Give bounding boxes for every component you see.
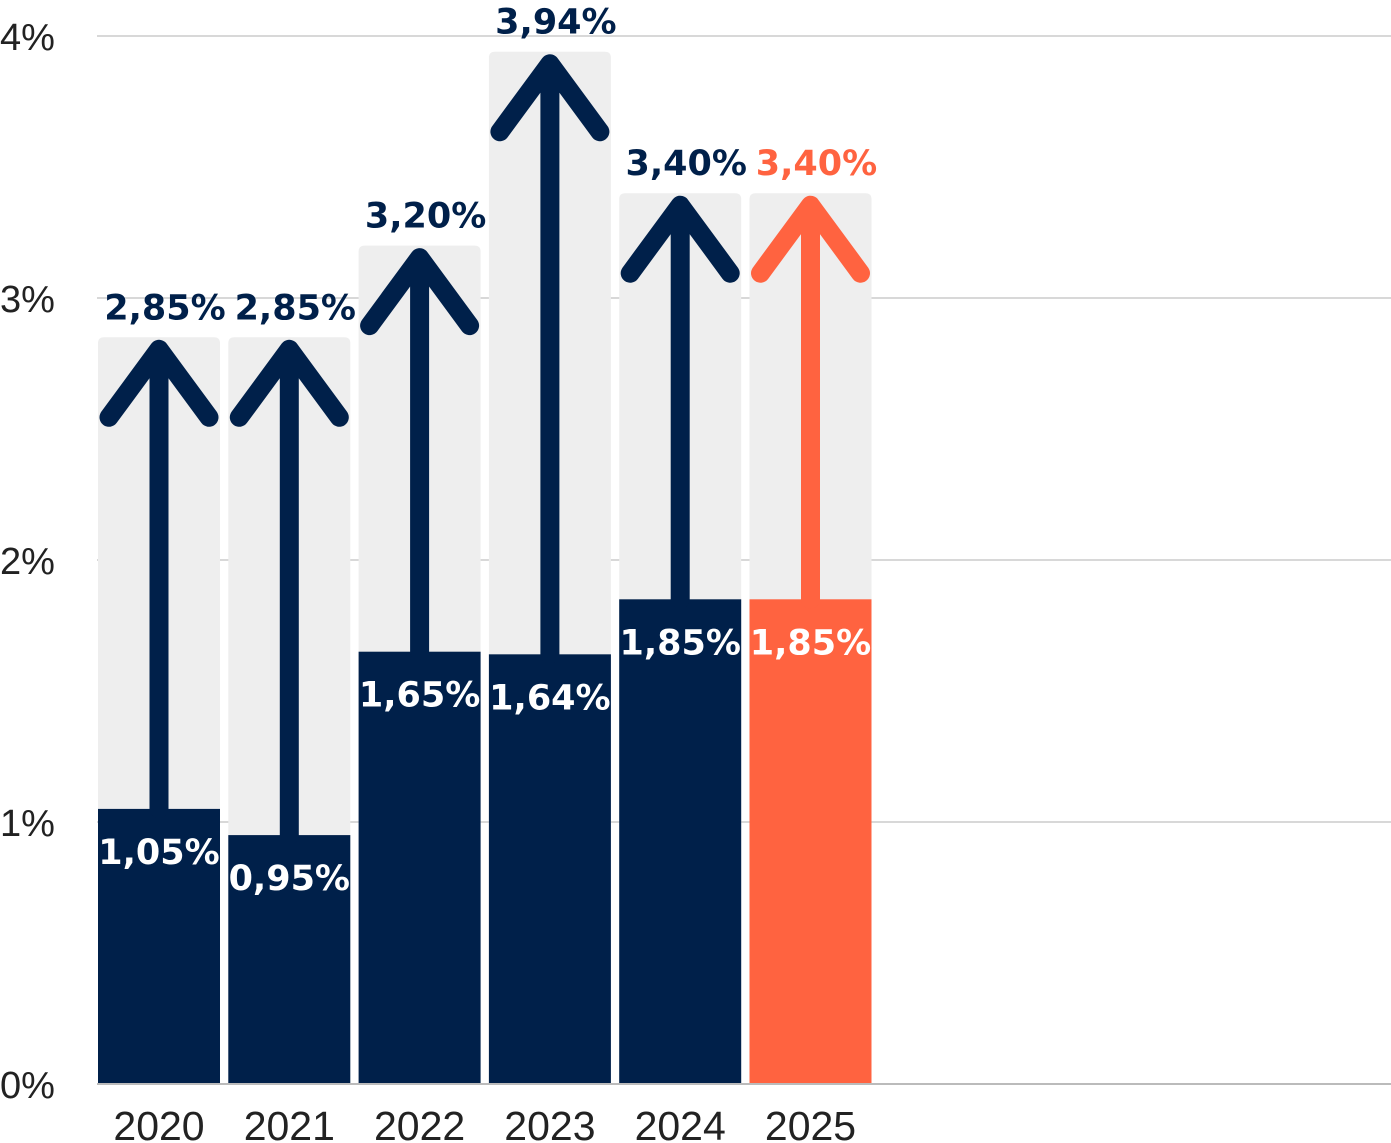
arrow-up-icon bbox=[229, 339, 349, 845]
high-value-label: 2,85% bbox=[104, 288, 225, 328]
high-value-label: 3,40% bbox=[625, 144, 746, 184]
y-tick-label: 0% bbox=[0, 1065, 55, 1107]
value-bar bbox=[619, 599, 742, 1084]
high-value-label: 2,85% bbox=[235, 288, 356, 328]
arrow-up-icon bbox=[490, 54, 610, 664]
arrow-up-icon bbox=[360, 248, 480, 662]
y-tick-label: 3% bbox=[0, 279, 55, 321]
x-tick-label: 2023 bbox=[504, 1103, 595, 1143]
low-value-label: 1,65% bbox=[359, 676, 480, 716]
arrow-up-icon bbox=[99, 339, 219, 819]
y-tick-label: 4% bbox=[0, 17, 55, 59]
value-bar bbox=[488, 654, 611, 1084]
value-bar bbox=[358, 651, 481, 1084]
low-value-label: 1,05% bbox=[98, 833, 219, 873]
y-tick-label: 1% bbox=[0, 803, 55, 845]
low-value-label: 1,64% bbox=[489, 678, 610, 718]
value-bar bbox=[749, 599, 872, 1084]
value-bar bbox=[228, 835, 351, 1084]
value-bar bbox=[98, 808, 220, 1084]
x-tick-label: 2021 bbox=[244, 1103, 335, 1143]
x-tick-label: 2025 bbox=[765, 1103, 856, 1143]
x-tick-label: 2024 bbox=[635, 1103, 726, 1143]
high-value-label: 3,40% bbox=[756, 144, 877, 184]
high-value-label: 3,20% bbox=[365, 197, 486, 237]
x-tick-label: 2020 bbox=[113, 1103, 204, 1143]
high-value-label: 3,94% bbox=[495, 3, 616, 43]
low-value-label: 0,95% bbox=[229, 859, 350, 899]
arrow-up-icon bbox=[751, 195, 870, 609]
x-tick-label: 2022 bbox=[374, 1103, 465, 1143]
low-value-label: 1,85% bbox=[750, 623, 871, 663]
arrow-up-icon bbox=[620, 195, 740, 609]
y-tick-label: 2% bbox=[0, 541, 55, 583]
low-value-label: 1,85% bbox=[619, 623, 740, 663]
